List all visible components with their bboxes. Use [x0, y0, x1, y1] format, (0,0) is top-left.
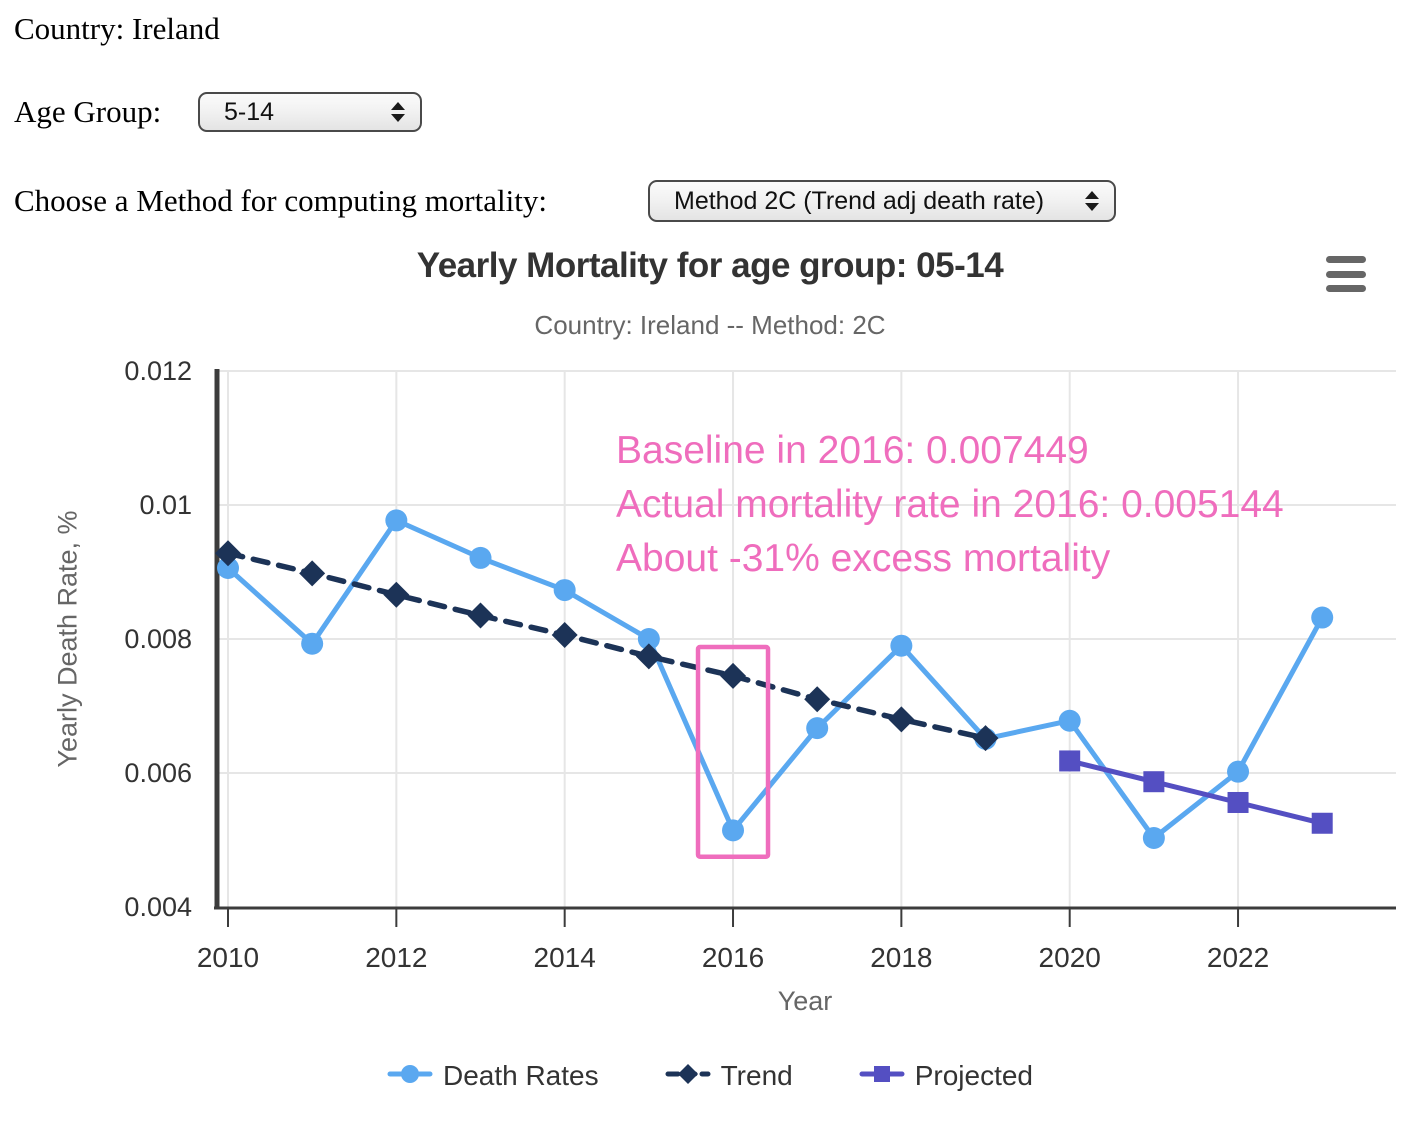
marker-trend-2012[interactable]: [383, 581, 410, 608]
marker-projected-2022[interactable]: [1227, 791, 1249, 813]
marker-trend-2011[interactable]: [299, 560, 326, 587]
marker-trend-2015[interactable]: [635, 643, 662, 670]
legend-item-death-rates[interactable]: Death Rates: [387, 1060, 599, 1092]
x-tick-label: 2010: [197, 942, 259, 973]
method-label: Choose a Method for computing mortality:: [14, 183, 547, 218]
x-tick-label: 2014: [534, 942, 596, 973]
annotation-line-excess: About -31% excess mortality: [616, 537, 1111, 580]
legend-shape: [677, 1063, 698, 1084]
hamburger-icon-bar: [1326, 285, 1366, 292]
legend-label: Trend: [720, 1060, 793, 1091]
hamburger-icon-bar: [1326, 270, 1366, 278]
x-axis-title: Year: [777, 986, 833, 1016]
x-tick-label: 2020: [1039, 942, 1101, 973]
legend-marker-svg: [665, 1063, 711, 1084]
annotation-line-actual: Actual mortality rate in 2016: 0.005144: [616, 483, 1284, 526]
death-rates-legend-marker-icon: [387, 1061, 433, 1092]
marker-death-rates-2017[interactable]: [806, 717, 829, 740]
select-arrows-icon: [391, 102, 405, 122]
marker-death-rates-2016[interactable]: [722, 819, 745, 842]
marker-death-rates-2013[interactable]: [469, 546, 492, 569]
chart-subtitle: Country: Ireland -- Method: 2C: [534, 310, 886, 340]
trend-legend-marker-icon: [665, 1061, 711, 1092]
y-axis-title: Yearly Death Rate, %: [52, 510, 83, 768]
y-tick-label: 0.006: [124, 758, 192, 788]
marker-projected-2023[interactable]: [1311, 812, 1333, 834]
y-tick-label: 0.004: [124, 892, 192, 922]
age-group-select[interactable]: 5-14: [198, 92, 422, 132]
x-tick-label: 2022: [1207, 942, 1269, 973]
legend-item-trend[interactable]: Trend: [665, 1060, 793, 1092]
marker-trend-2014[interactable]: [551, 621, 578, 648]
method-value: Method 2C (Trend adj death rate): [674, 186, 1045, 215]
legend-label: Projected: [914, 1060, 1034, 1091]
marker-trend-2010[interactable]: [215, 540, 241, 567]
marker-death-rates-2020[interactable]: [1058, 709, 1081, 732]
y-tick-label: 0.008: [124, 624, 192, 654]
legend-item-projected[interactable]: Projected: [859, 1060, 1033, 1092]
marker-trend-2017[interactable]: [804, 686, 831, 713]
marker-projected-2021[interactable]: [1143, 771, 1165, 793]
legend-marker-svg: [387, 1064, 433, 1083]
marker-death-rates-2018[interactable]: [890, 634, 913, 657]
y-tick-label: 0.012: [124, 356, 192, 386]
x-tick-label: 2018: [870, 942, 932, 973]
marker-death-rates-2014[interactable]: [553, 579, 576, 602]
legend: Death Rates Trend Projected: [0, 1060, 1420, 1092]
chart-title: Yearly Mortality for age group: 05-14: [416, 246, 1004, 285]
chart-menu-button[interactable]: [1326, 256, 1370, 292]
y-tick-label: 0.01: [139, 490, 192, 520]
marker-death-rates-2010[interactable]: [217, 556, 239, 579]
excess-mortality-annotation: Baseline in 2016: 0.007449 Actual mortal…: [616, 424, 1284, 586]
marker-death-rates-2015[interactable]: [637, 628, 660, 650]
series-line: [1067, 758, 1325, 826]
projected-legend-marker-icon: [859, 1061, 905, 1092]
age-group-label: Age Group:: [14, 94, 162, 129]
select-arrows-icon: [1085, 191, 1099, 211]
x-tick-label: 2016: [702, 942, 764, 973]
age-group-value: 5-14: [224, 97, 275, 126]
legend-shape: [400, 1064, 419, 1083]
method-select[interactable]: Method 2C (Trend adj death rate): [648, 180, 1116, 222]
series-line: [225, 517, 1325, 841]
marker-death-rates-2011[interactable]: [301, 632, 324, 655]
marker-trend-2018[interactable]: [888, 706, 915, 733]
x-tick-label: 2012: [365, 942, 427, 973]
marker-death-rates-2023[interactable]: [1311, 606, 1334, 629]
series-trend: [215, 540, 999, 752]
marker-trend-2016[interactable]: [720, 662, 747, 689]
legend-label: Death Rates: [442, 1060, 599, 1091]
highlight-rect-2016: [695, 644, 771, 859]
legend-shape: [873, 1065, 890, 1082]
series-line: [225, 550, 989, 741]
marker-trend-2019[interactable]: [972, 725, 999, 752]
country-label: Country: Ireland: [14, 11, 220, 46]
marker-death-rates-2012[interactable]: [385, 509, 408, 532]
legend-marker-svg: [859, 1065, 905, 1082]
marker-death-rates-2021[interactable]: [1142, 826, 1165, 849]
series-projected: [1059, 750, 1333, 834]
marker-projected-2020[interactable]: [1059, 750, 1081, 772]
annotation-line-baseline: Baseline in 2016: 0.007449: [616, 429, 1089, 472]
marker-death-rates-2022[interactable]: [1227, 760, 1250, 783]
series-death-rates: [217, 509, 1334, 849]
hamburger-icon-bar: [1326, 256, 1366, 263]
marker-trend-2013[interactable]: [467, 602, 494, 629]
